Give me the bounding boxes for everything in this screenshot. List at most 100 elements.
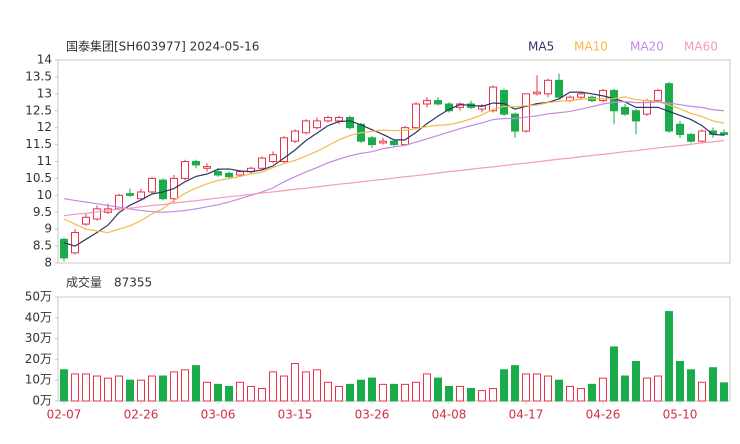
volume-bar	[159, 375, 167, 402]
candle-body	[346, 117, 354, 129]
volume-bar	[445, 385, 453, 402]
x-tick-label: 04-08	[432, 408, 467, 422]
volume-bar	[588, 383, 596, 402]
candle-body	[291, 130, 299, 142]
candle-body	[665, 83, 673, 132]
candle-body	[148, 177, 156, 193]
volume-bar	[181, 369, 189, 402]
candle-body	[379, 140, 387, 144]
volume-bar	[203, 381, 211, 402]
volume-tick-label: 50万	[25, 290, 52, 304]
candle-body	[60, 238, 68, 259]
volume-bar	[621, 375, 629, 402]
volume-bar	[533, 373, 541, 402]
y-tick-label: 10	[37, 188, 52, 202]
volume-tick-label: 40万	[25, 310, 52, 324]
volume-bar	[313, 369, 321, 402]
volume-bar	[280, 375, 288, 402]
x-tick-label: 04-26	[586, 408, 621, 422]
volume-bar	[489, 388, 497, 402]
candle-body	[434, 100, 442, 105]
x-tick-label: 04-17	[509, 408, 544, 422]
volume-bar	[555, 379, 563, 402]
candle-body	[478, 105, 486, 110]
volume-tick-label: 10万	[25, 373, 52, 387]
volume-bar	[148, 375, 156, 402]
candle-body	[225, 172, 233, 178]
candle-body	[720, 132, 728, 135]
volume-bar	[247, 385, 255, 402]
volume-bar	[71, 373, 79, 402]
volume-bar	[478, 390, 486, 402]
candle-body	[93, 208, 101, 220]
volume-bar	[93, 375, 101, 402]
candle-body	[214, 171, 222, 176]
candle-body	[698, 130, 706, 142]
y-tick-label: 9	[44, 222, 52, 236]
volume-bar	[302, 371, 310, 402]
candle-body	[368, 137, 376, 146]
x-tick-label: 05-10	[663, 408, 698, 422]
y-tick-label: 13.5	[25, 69, 52, 83]
candle-body	[335, 117, 343, 122]
candle-body	[390, 140, 398, 146]
candle-body	[236, 171, 244, 176]
volume-bar	[60, 369, 68, 402]
volume-bar	[82, 373, 90, 402]
candle-body	[324, 117, 332, 122]
candle-body	[500, 89, 508, 115]
volume-bar	[379, 383, 387, 402]
legend-entry: MA20	[630, 40, 664, 54]
candle-body	[280, 137, 288, 162]
volume-latest: 87355	[114, 276, 152, 290]
volume-bar	[390, 383, 398, 402]
y-tick-label: 9.5	[33, 205, 52, 219]
volume-bar	[698, 381, 706, 402]
volume-bar	[368, 377, 376, 402]
candle-body	[302, 120, 310, 134]
volume-bar	[577, 388, 585, 402]
y-tick-label: 14	[37, 53, 52, 67]
volume-bar	[104, 377, 112, 402]
volume-bar	[676, 360, 684, 402]
volume-bar	[269, 371, 277, 402]
volume-bar	[456, 385, 464, 402]
y-tick-label: 8.5	[33, 239, 52, 253]
y-tick-label: 11.5	[25, 137, 52, 151]
x-tick-label: 03-15	[278, 408, 313, 422]
candle-body	[181, 161, 189, 179]
candle-body	[577, 93, 585, 98]
y-tick-label: 12.5	[25, 103, 52, 117]
chart-title: 国泰集团[SH603977] 2024-05-16	[66, 39, 259, 54]
legend-entry: MA10	[574, 40, 608, 54]
volume-bar	[566, 385, 574, 402]
x-tick-label: 03-06	[201, 408, 236, 422]
candle-body	[412, 103, 420, 129]
candle-body	[137, 191, 145, 200]
volume-bar	[467, 388, 475, 402]
candle-body	[126, 193, 134, 196]
volume-bar	[522, 373, 530, 402]
volume-bar	[401, 383, 409, 402]
volume-bar	[423, 373, 431, 402]
ma-line	[63, 96, 725, 234]
candle-body	[621, 106, 629, 115]
volume-bar	[225, 385, 233, 402]
candle-body	[192, 161, 200, 166]
volume-bar	[335, 385, 343, 402]
candle-body	[522, 93, 530, 132]
volume-tick-label: 30万	[25, 331, 52, 345]
legend-entry: MA5	[528, 40, 554, 54]
candle-body	[544, 79, 552, 95]
volume-bar	[500, 369, 508, 402]
candle-body	[555, 79, 563, 98]
candle-body	[258, 157, 266, 169]
candle-body	[269, 154, 277, 163]
volume-bar	[599, 377, 607, 402]
price-panel	[57, 59, 731, 264]
volume-bar	[434, 377, 442, 402]
volume-bar	[412, 381, 420, 402]
volume-bar	[346, 383, 354, 402]
volume-bar	[115, 375, 123, 402]
